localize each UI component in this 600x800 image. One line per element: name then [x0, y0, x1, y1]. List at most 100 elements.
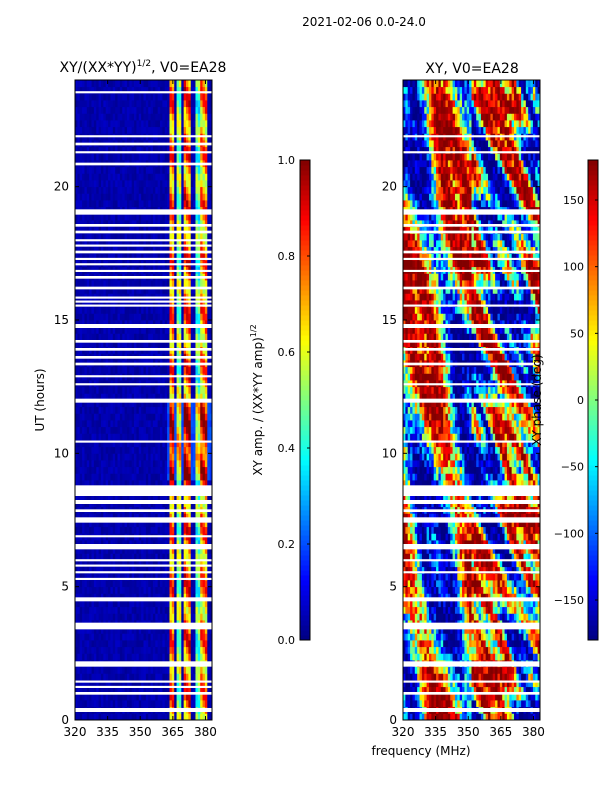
heatmap-cell	[174, 413, 177, 421]
heatmap-cell	[93, 580, 97, 588]
heatmap-cell	[91, 153, 95, 161]
heatmap-cell	[129, 600, 133, 608]
heatmap-cell	[134, 693, 137, 701]
heatmap-cell	[162, 393, 166, 401]
heatmap-cell	[160, 326, 163, 334]
heatmap-cell	[160, 286, 163, 294]
heatmap-cell	[160, 580, 163, 588]
heatmap-cell	[209, 173, 213, 181]
heatmap-cell	[190, 326, 194, 334]
heatmap-cell	[183, 600, 187, 608]
heatmap-cell	[178, 226, 182, 234]
heatmap-cell	[98, 233, 102, 241]
heatmap-cell	[129, 680, 133, 688]
heatmap-cell	[171, 300, 175, 308]
heatmap-cell	[145, 146, 149, 154]
heatmap-cell	[155, 406, 159, 414]
heatmap-cell	[171, 473, 175, 481]
heatmap-cell	[162, 653, 166, 661]
heatmap-cell	[183, 686, 187, 694]
heatmap-cell	[129, 640, 133, 648]
heatmap-cell	[131, 466, 135, 474]
heatmap-cell	[193, 713, 196, 721]
heatmap-cell	[91, 186, 95, 194]
heatmap-cell	[134, 426, 137, 434]
heatmap-cell	[152, 193, 156, 201]
heatmap-cell	[136, 473, 140, 481]
heatmap-cell	[200, 326, 203, 334]
heatmap-cell	[82, 320, 85, 328]
heatmap-cell	[176, 593, 180, 601]
heatmap-cell	[131, 426, 135, 434]
heatmap-cell	[93, 153, 97, 161]
heatmap-cell	[171, 673, 175, 681]
heatmap-cell	[197, 320, 201, 328]
heatmap-cell	[136, 320, 140, 328]
heatmap-cell	[91, 313, 95, 321]
heatmap-cell	[148, 453, 151, 461]
heatmap-cell	[162, 180, 166, 188]
heatmap-cell	[143, 186, 147, 194]
heatmap-cell	[164, 600, 168, 608]
heatmap-cell	[157, 640, 161, 648]
heatmap-cell	[86, 713, 90, 721]
heatmap-cell	[79, 653, 83, 661]
heatmap-cell	[84, 566, 88, 574]
heatmap-cell	[86, 180, 90, 188]
heatmap-cell	[100, 146, 104, 154]
heatmap-cell	[150, 600, 154, 608]
heatmap-cell	[174, 200, 177, 208]
heatmap-cell	[160, 453, 163, 461]
heatmap-cell	[100, 333, 104, 341]
heatmap-cell	[110, 246, 114, 254]
heatmap-cell	[204, 340, 208, 348]
heatmap-cell	[77, 320, 81, 328]
heatmap-cell	[160, 180, 163, 188]
heatmap-cell	[141, 466, 144, 474]
heatmap-cell	[89, 386, 92, 394]
heatmap-cell	[131, 413, 135, 421]
heatmap-cell	[195, 693, 199, 701]
heatmap-cell	[200, 693, 203, 701]
heatmap-cell	[100, 466, 104, 474]
heatmap-cell	[148, 573, 151, 581]
heatmap-cell	[183, 253, 187, 261]
heatmap-cell	[91, 473, 95, 481]
heatmap-cell	[197, 666, 201, 674]
heatmap-cell	[169, 513, 173, 521]
heatmap-cell	[186, 460, 189, 468]
heatmap-cell	[160, 700, 163, 708]
heatmap-cell	[110, 286, 114, 294]
heatmap-cell	[164, 180, 168, 188]
heatmap-cell	[103, 193, 107, 201]
heatmap-cell	[75, 580, 78, 588]
heatmap-cell	[75, 286, 78, 294]
heatmap-cell	[176, 333, 180, 341]
heatmap-cell	[110, 166, 114, 174]
heatmap-cell	[190, 513, 194, 521]
heatmap-cell	[204, 580, 208, 588]
heatmap-cell	[91, 540, 95, 548]
heatmap-cell	[117, 560, 121, 568]
heatmap-cell	[195, 193, 199, 201]
heatmap-cell	[186, 326, 189, 334]
heatmap-cell	[77, 460, 81, 468]
heatmap-cell	[157, 460, 161, 468]
heatmap-cell	[183, 240, 187, 248]
heatmap-cell	[84, 480, 88, 488]
heatmap-cell	[79, 340, 83, 348]
heatmap-cell	[162, 333, 166, 341]
heatmap-cell	[89, 166, 92, 174]
heatmap-cell	[193, 653, 196, 661]
heatmap-cell	[110, 173, 114, 181]
heatmap-cell	[129, 686, 133, 694]
heatmap-cell	[174, 406, 177, 414]
heatmap-cell	[134, 526, 137, 534]
heatmap-cell	[148, 386, 151, 394]
heatmap-cell	[164, 580, 168, 588]
heatmap-cell	[141, 566, 144, 574]
heatmap-cell	[84, 540, 88, 548]
heatmap-cell	[145, 666, 149, 674]
heatmap-cell	[164, 626, 168, 634]
heatmap-cell	[174, 673, 177, 681]
